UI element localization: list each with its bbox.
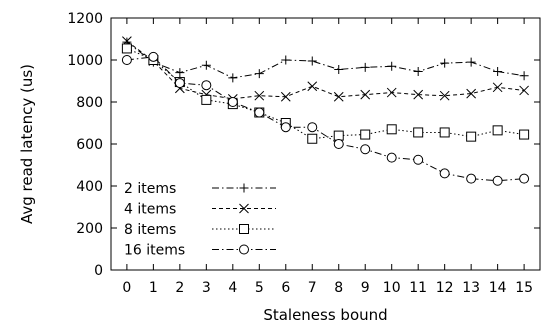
series-line	[126, 40, 525, 100]
legend: 2 items 4 items 8 items 16 items	[124, 181, 276, 259]
x-tick-label: 14	[489, 280, 507, 296]
y-axis-label: Avg read latency (us)	[18, 64, 36, 224]
y-axis-ticks: 0 200 400 600 800 1000 1200	[67, 11, 540, 279]
data-point	[201, 60, 211, 70]
series-line	[126, 47, 525, 140]
data-point	[466, 57, 476, 67]
data-point	[439, 168, 450, 179]
data-point	[466, 88, 477, 99]
x-tick-label: 1	[149, 280, 158, 296]
data-point	[466, 131, 477, 142]
legend-marker	[239, 203, 249, 214]
data-point	[307, 81, 318, 92]
data-point	[413, 89, 424, 100]
data-point	[174, 78, 185, 89]
data-point	[148, 51, 159, 62]
data-point	[492, 82, 503, 93]
x-tick-label: 15	[515, 280, 533, 296]
data-point	[386, 152, 397, 163]
series-0	[122, 37, 529, 83]
data-point	[519, 85, 529, 96]
data-point	[360, 144, 371, 155]
x-tick-label: 8	[334, 280, 343, 296]
series-layer	[121, 36, 530, 186]
data-point	[493, 67, 503, 77]
legend-marker	[239, 183, 249, 193]
data-point	[334, 64, 344, 74]
data-point	[466, 173, 477, 184]
data-point	[439, 90, 450, 101]
data-point	[333, 130, 344, 141]
x-axis-label: Staleness bound	[263, 306, 387, 324]
series-1	[122, 36, 529, 104]
data-point	[333, 139, 344, 149]
data-point	[121, 43, 132, 54]
legend-label: 4 items	[124, 202, 176, 218]
y-tick-label: 600	[76, 137, 103, 153]
data-point	[413, 67, 423, 77]
data-point	[254, 69, 264, 79]
x-tick-label: 0	[122, 280, 131, 296]
y-tick-label: 400	[76, 179, 103, 195]
data-point	[201, 80, 212, 91]
data-point	[307, 133, 318, 144]
data-point	[360, 89, 371, 100]
data-point	[121, 55, 132, 65]
data-point	[386, 87, 397, 98]
series-3	[121, 51, 530, 186]
data-point	[227, 97, 238, 107]
data-point	[280, 122, 291, 133]
data-point	[333, 91, 344, 102]
data-point	[254, 107, 265, 118]
x-tick-label: 7	[308, 280, 317, 296]
data-point	[280, 91, 291, 102]
data-point	[307, 56, 317, 66]
data-point	[386, 124, 397, 135]
legend-label: 16 items	[124, 243, 185, 259]
data-point	[413, 127, 424, 138]
data-point	[360, 129, 371, 140]
data-point	[175, 68, 185, 78]
y-tick-label: 0	[94, 263, 103, 279]
legend-label: 2 items	[124, 181, 176, 197]
x-tick-label: 10	[383, 280, 401, 296]
data-point	[519, 71, 529, 81]
data-point	[281, 55, 291, 65]
y-tick-label: 800	[76, 95, 103, 111]
data-point	[519, 129, 530, 140]
data-point	[228, 73, 238, 83]
data-point	[492, 175, 503, 186]
x-tick-label: 6	[281, 280, 290, 296]
x-tick-label: 4	[228, 280, 237, 296]
data-point	[440, 58, 450, 68]
data-point	[492, 125, 503, 136]
data-point	[519, 173, 530, 184]
x-tick-label: 2	[175, 280, 184, 296]
data-point	[254, 90, 265, 101]
y-tick-label: 200	[76, 221, 103, 237]
series-line	[126, 41, 525, 79]
legend-label: 8 items	[124, 222, 176, 238]
x-tick-label: 3	[202, 280, 211, 296]
data-point	[439, 127, 450, 138]
x-tick-label: 5	[255, 280, 264, 296]
x-tick-label: 11	[409, 280, 427, 296]
y-tick-label: 1200	[67, 11, 103, 27]
data-point	[201, 94, 212, 105]
data-point	[360, 62, 370, 72]
legend-marker	[239, 244, 249, 255]
y-tick-label: 1000	[67, 53, 103, 69]
x-tick-label: 9	[361, 280, 370, 296]
x-tick-label: 13	[462, 280, 480, 296]
x-axis-ticks: 0 1 2 3 4 5 6 7 8 9 10 11 12 13 14 15	[122, 18, 533, 296]
legend-marker	[239, 224, 249, 234]
data-point	[307, 122, 318, 133]
data-point	[413, 154, 424, 165]
x-tick-label: 12	[436, 280, 454, 296]
series-line	[126, 56, 525, 182]
data-point	[387, 61, 397, 71]
